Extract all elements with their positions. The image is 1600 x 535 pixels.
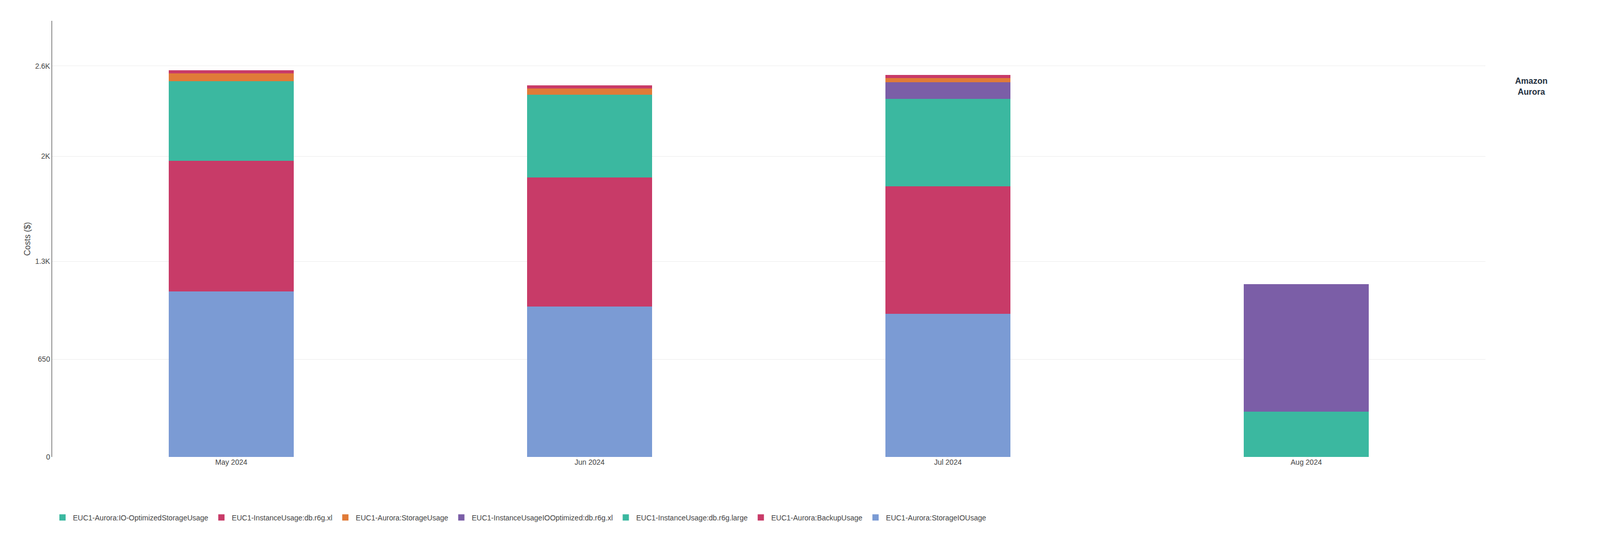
svg-text:EUC1-Aurora:StorageIOUsage: EUC1-Aurora:StorageIOUsage [885, 514, 986, 523]
svg-text:EUC1-Aurora:IO-OptimizedStorag: EUC1-Aurora:IO-OptimizedStorageUsage [72, 514, 209, 523]
svg-text:Costs ($): Costs ($) [22, 222, 32, 257]
svg-text:May 2024: May 2024 [215, 458, 248, 467]
svg-text:EUC1-Aurora:StorageUsage: EUC1-Aurora:StorageUsage [355, 514, 449, 523]
svg-text:EUC1-InstanceUsage:db.r6g.xl: EUC1-InstanceUsage:db.r6g.xl [231, 514, 333, 523]
svg-text:2K: 2K [41, 152, 51, 161]
svg-text:AmazonAurora: AmazonAurora [1515, 76, 1548, 97]
svg-text:650: 650 [38, 355, 51, 364]
svg-text:2.6K: 2.6K [34, 61, 50, 71]
svg-text:1.3K: 1.3K [34, 257, 50, 266]
svg-text:EUC1-InstanceUsageIOOptimized:: EUC1-InstanceUsageIOOptimized:db.r6g.xl [471, 514, 614, 523]
svg-text:Jul 2024: Jul 2024 [934, 458, 962, 467]
svg-text:Jun 2024: Jun 2024 [574, 458, 605, 467]
svg-text:EUC1-Aurora:BackupUsage: EUC1-Aurora:BackupUsage [771, 514, 863, 523]
svg-text:Aug 2024: Aug 2024 [1290, 458, 1322, 467]
svg-text:EUC1-InstanceUsage:db.r6g.larg: EUC1-InstanceUsage:db.r6g.large [636, 514, 748, 523]
svg-text:0: 0 [45, 453, 50, 462]
